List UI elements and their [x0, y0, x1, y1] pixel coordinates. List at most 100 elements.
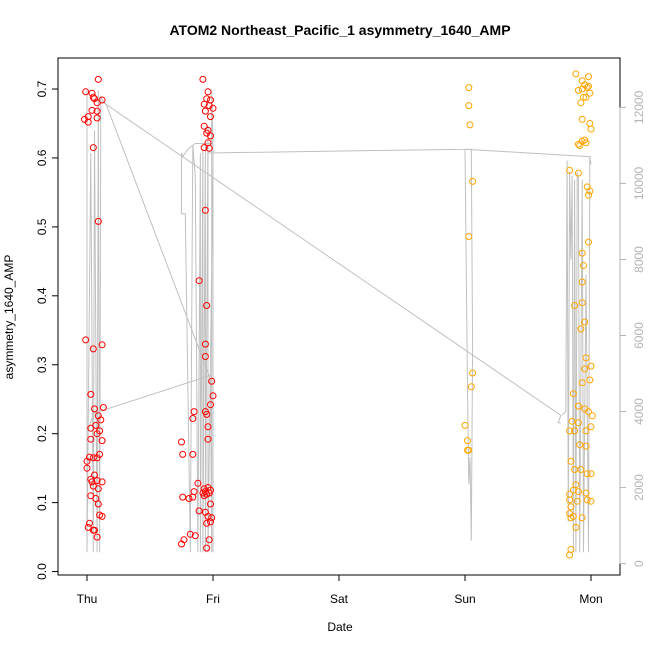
data-point-orange: [574, 488, 582, 496]
data-point-red: [178, 438, 185, 446]
data-point-red: [209, 392, 217, 400]
data-point-red: [93, 114, 101, 122]
data-point-red: [207, 113, 214, 121]
data-point-red: [205, 144, 213, 152]
data-point-orange: [585, 408, 592, 416]
data-point-red: [82, 336, 90, 344]
data-point-orange: [569, 486, 577, 494]
data-point-red: [179, 493, 187, 501]
data-point-red: [191, 532, 199, 540]
data-point-orange: [566, 166, 574, 174]
data-point-red: [200, 492, 208, 500]
data-point-red: [89, 144, 97, 152]
data-point-orange: [582, 93, 590, 101]
data-point-red: [83, 457, 91, 465]
line-segment-5: [561, 156, 592, 553]
data-point-orange: [465, 84, 473, 92]
data-point-orange: [578, 278, 586, 286]
data-point-orange: [577, 325, 585, 333]
data-point-red: [204, 423, 212, 431]
chart-title: ATOM2 Northeast_Pacific_1 asymmetry_1640…: [169, 22, 510, 38]
data-point-red: [204, 512, 212, 520]
data-point-red: [93, 107, 101, 115]
data-point-orange: [572, 481, 580, 489]
data-point-orange: [580, 262, 587, 269]
y2-tick-label: 10000: [632, 166, 646, 200]
axes: Thu Fri Sat Sun Mon 0.0 0.1 0.2 0.3 0.4 0.5 0.6 0.7 0…: [35, 80, 646, 606]
y2-tick-label: 12000: [632, 90, 646, 124]
data-point-orange: [566, 496, 574, 504]
data-point-red: [89, 93, 97, 101]
data-point-orange: [583, 84, 591, 92]
data-point-orange: [587, 125, 595, 133]
data-point-red: [207, 401, 214, 409]
data-point-red: [91, 405, 98, 413]
data-point-orange: [567, 457, 575, 465]
data-point-orange: [571, 427, 579, 435]
data-point-red: [94, 75, 102, 83]
data-point-red: [88, 106, 96, 114]
data-point-red: [93, 477, 101, 485]
data-point-orange: [465, 102, 473, 110]
data-point-red: [88, 478, 96, 486]
data-point-orange: [578, 514, 586, 522]
data-point-orange: [568, 417, 576, 425]
data-point-red: [98, 512, 106, 520]
y-tick-label: 0.7: [35, 80, 49, 97]
data-point-red: [99, 404, 107, 411]
data-point-red: [87, 424, 95, 432]
data-point-orange: [574, 86, 582, 94]
data-point-red: [186, 530, 194, 538]
data-point-orange: [464, 437, 471, 445]
data-point-orange: [571, 302, 579, 309]
data-point-red: [93, 454, 101, 462]
data-point-orange: [578, 299, 586, 307]
data-point-orange: [578, 379, 586, 387]
data-point-orange: [582, 354, 590, 362]
data-point-red: [94, 500, 102, 508]
data-point-orange: [587, 497, 595, 505]
data-point-red: [203, 302, 211, 309]
data-point-orange: [569, 390, 577, 398]
data-point-orange: [585, 82, 592, 90]
data-point-red: [201, 353, 209, 360]
data-point-red: [207, 96, 214, 104]
data-point-red: [84, 118, 92, 126]
y2-tick-label: 8000: [632, 246, 646, 273]
data-point-orange: [466, 121, 474, 129]
y-tick-label: 0.6: [35, 149, 49, 166]
data-point-orange: [465, 233, 473, 240]
data-point-red: [98, 96, 106, 104]
data-point-red: [208, 514, 216, 522]
x-tick-label: Mon: [579, 592, 602, 606]
data-point-orange: [576, 441, 584, 449]
data-point-orange: [586, 120, 594, 127]
data-point-red: [189, 450, 197, 458]
data-point-orange: [461, 421, 469, 429]
data-point-red: [200, 100, 208, 108]
point-series: [81, 70, 596, 559]
data-point-red: [201, 206, 209, 214]
data-point-red: [86, 519, 93, 527]
data-point-orange: [585, 191, 592, 199]
data-point-red: [190, 408, 198, 416]
line-segment-4: [207, 148, 592, 541]
data-point-red: [207, 132, 214, 140]
data-point-red: [185, 495, 193, 502]
data-point-orange: [581, 318, 589, 326]
data-point-orange: [577, 99, 585, 107]
data-point-red: [97, 416, 105, 424]
data-point-red: [200, 122, 208, 130]
data-point-orange: [469, 177, 477, 185]
y2-tick-label: 0: [632, 560, 646, 567]
data-point-orange: [587, 362, 595, 370]
data-point-orange: [583, 470, 591, 478]
data-point-red: [199, 75, 207, 83]
data-point-orange: [576, 142, 584, 149]
data-point-orange: [582, 427, 590, 435]
data-point-red: [203, 544, 211, 552]
data-point-orange: [586, 376, 594, 384]
data-point-orange: [582, 489, 590, 497]
